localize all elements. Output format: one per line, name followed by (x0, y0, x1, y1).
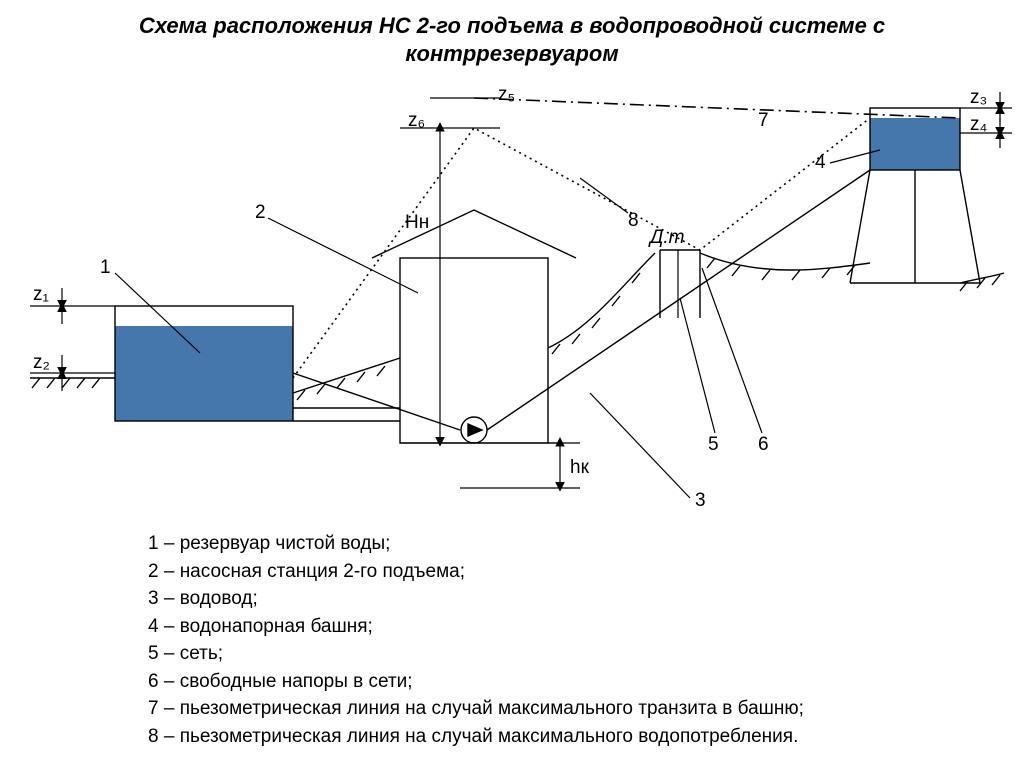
legend-item-3: 3 – водовод; (148, 585, 804, 613)
label-n8: 8 (628, 210, 639, 231)
pump-house (372, 210, 576, 443)
piezometric-line-8 (293, 118, 870, 378)
label-n2: 2 (255, 202, 266, 223)
label-z5: z₅ (498, 84, 515, 105)
page-title: Схема расположения НС 2-го подъема в вод… (0, 0, 1024, 71)
water-tower (850, 108, 980, 283)
label-n4: 4 (815, 152, 826, 173)
label-z4: z₄ (970, 114, 988, 135)
label-n3: 3 (695, 490, 706, 508)
legend-item-6: 6 – свободные напоры в сети; (148, 668, 804, 696)
label-hk: hк (570, 457, 590, 478)
dim-Hn (400, 128, 560, 443)
legend-item-7: 7 – пьезометрическая линия на случай мак… (148, 695, 804, 723)
label-z6: z₆ (408, 110, 425, 131)
legend-item-2: 2 – насосная станция 2-го подъема; (148, 558, 804, 586)
legend: 1 – резервуар чистой воды; 2 – насосная … (148, 530, 804, 750)
reservoir-1 (115, 306, 293, 421)
label-n6: 6 (758, 434, 769, 455)
legend-item-8: 8 – пьезометрическая линия на случай мак… (148, 723, 804, 751)
label-z1: z₁ (33, 284, 49, 305)
label-z2: z₂ (33, 352, 50, 373)
schematic-diagram: z₁ z₂ z₃ z₄ z₅ z₆ Hн hк Д.т 1 2 3 4 5 6 … (0, 78, 1024, 508)
dim-hk (460, 443, 580, 488)
label-z3: z₃ (970, 87, 987, 108)
label-n7: 7 (758, 110, 769, 131)
label-Hn: Hн (405, 212, 429, 233)
legend-item-5: 5 – сеть; (148, 640, 804, 668)
pipe-3 (293, 170, 870, 430)
label-n5: 5 (708, 434, 719, 455)
label-n1: 1 (100, 257, 111, 278)
legend-item-1: 1 – резервуар чистой воды; (148, 530, 804, 558)
label-Dt: Д.т (648, 227, 684, 248)
legend-item-4: 4 – водонапорная башня; (148, 613, 804, 641)
